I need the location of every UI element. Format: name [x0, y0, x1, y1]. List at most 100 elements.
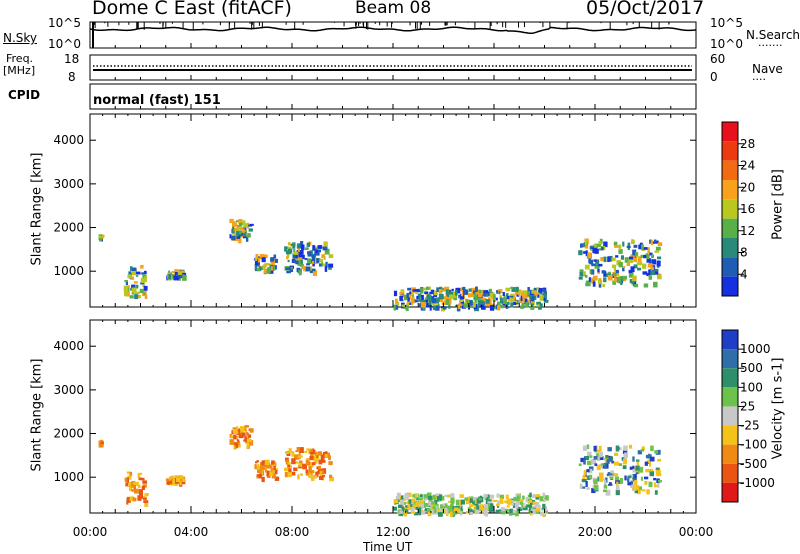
echo-cell	[320, 454, 325, 461]
echo-cell	[423, 503, 428, 507]
echo-cell	[519, 499, 523, 502]
echo-cell	[639, 466, 644, 473]
echo-cell	[446, 299, 450, 304]
echo-cell	[441, 306, 444, 309]
echo-cell	[628, 444, 633, 449]
echo-cell	[658, 479, 662, 483]
echo-cell	[611, 274, 615, 278]
echo-cell	[270, 257, 275, 263]
echo-cell	[622, 266, 626, 269]
echo-cell	[318, 459, 323, 465]
echo-cell	[598, 445, 602, 452]
echo-cell	[603, 271, 607, 277]
echo-cell	[229, 433, 232, 438]
echo-cell	[640, 254, 643, 258]
echo-cell	[285, 267, 290, 271]
echo-cell	[510, 302, 514, 308]
echo-cell	[645, 454, 650, 459]
echo-cell	[458, 303, 463, 307]
echo-cell	[406, 301, 409, 307]
echo-cell	[273, 474, 277, 479]
echo-cell	[611, 460, 614, 464]
nsky-tick-bottom: 10^0	[48, 37, 81, 51]
echo-cell	[477, 300, 483, 304]
echo-cell	[618, 262, 623, 268]
colorbar-segment	[722, 406, 738, 426]
echo-cell	[460, 505, 463, 511]
colorbar-tick-label: 1000	[740, 342, 771, 356]
echo-cell	[480, 495, 483, 500]
echo-cell	[485, 302, 489, 307]
echo-cell	[585, 280, 591, 287]
echo-cell	[423, 494, 428, 500]
echo-cell	[628, 256, 634, 260]
nsky-label: N.Sky	[3, 31, 38, 45]
echo-cell	[291, 458, 296, 465]
echo-cell	[597, 268, 600, 273]
echo-cell	[532, 501, 537, 505]
echo-cell	[643, 247, 648, 250]
echo-cell	[239, 434, 244, 439]
echo-cell	[600, 246, 604, 251]
echo-cell	[288, 448, 292, 453]
echo-cell	[638, 486, 643, 491]
echo-cell	[232, 221, 236, 228]
echo-cell	[591, 269, 595, 275]
echo-cell	[646, 254, 650, 260]
echo-cell	[498, 291, 501, 295]
echo-cell	[635, 485, 640, 491]
echo-cell	[299, 264, 304, 267]
echo-cell	[178, 274, 183, 278]
echo-cell	[514, 300, 518, 304]
echo-cell	[234, 435, 238, 440]
echo-cell	[605, 489, 611, 496]
echo-cell	[140, 282, 145, 285]
echo-cell	[463, 303, 469, 308]
echo-cell	[526, 291, 531, 296]
echo-cell	[655, 484, 659, 488]
colorbar-tick-label: 24	[740, 159, 755, 173]
echo-cell	[308, 475, 313, 479]
echo-cell	[264, 263, 267, 268]
echo-cell	[311, 255, 316, 261]
colorbar-segment	[722, 199, 738, 219]
echo-cell	[304, 450, 308, 454]
echo-cell	[593, 259, 597, 262]
echo-cell	[650, 445, 654, 452]
freq-tick-top: 18	[64, 52, 80, 66]
echo-cell	[232, 227, 237, 232]
echo-cell	[476, 505, 480, 511]
echo-cell	[443, 306, 447, 310]
power-panel	[89, 113, 697, 312]
echo-cell	[287, 259, 290, 263]
echo-cell	[531, 290, 536, 294]
echo-cell	[320, 459, 326, 463]
velocity-panel	[89, 319, 697, 518]
echo-cell	[438, 512, 443, 517]
echo-cell	[539, 295, 544, 301]
echo-cell	[123, 285, 129, 292]
echo-cell	[600, 463, 603, 469]
echo-cell	[468, 508, 473, 512]
echo-cell	[634, 254, 637, 259]
echo-cell	[403, 511, 407, 517]
echo-cell	[169, 274, 175, 279]
echo-cell	[518, 290, 521, 296]
echo-cell	[435, 505, 438, 511]
echo-cell	[515, 502, 520, 505]
echo-cell	[236, 228, 241, 232]
echo-cell	[632, 475, 637, 482]
echo-cell	[588, 466, 594, 471]
echo-cell	[177, 271, 183, 277]
echo-cell	[603, 256, 607, 263]
colorbar-segment	[722, 368, 738, 388]
echo-cell	[627, 482, 632, 486]
echo-cell	[624, 257, 629, 263]
echo-cell	[517, 289, 522, 292]
echo-cell	[317, 245, 323, 249]
echo-cell	[132, 497, 137, 502]
echo-cell	[657, 274, 662, 280]
echo-cell	[593, 445, 597, 452]
echo-cell	[310, 268, 316, 272]
echo-cell	[632, 485, 636, 490]
